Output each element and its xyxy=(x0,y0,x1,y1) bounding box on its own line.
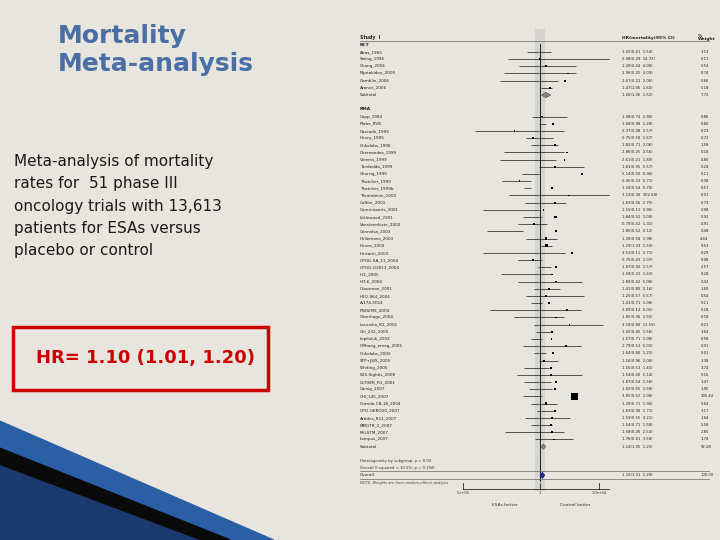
Text: Meta-analysis of mortality
rates for  51 phase III
oncology trials with 13,613
p: Meta-analysis of mortality rates for 51 … xyxy=(14,154,222,258)
Polygon shape xyxy=(0,448,230,540)
Text: HR= 1.10 (1.01, 1.20): HR= 1.10 (1.01, 1.20) xyxy=(36,349,255,367)
Polygon shape xyxy=(0,421,274,540)
Text: Mortality
Meta-analysis: Mortality Meta-analysis xyxy=(58,24,253,76)
Polygon shape xyxy=(0,464,202,540)
